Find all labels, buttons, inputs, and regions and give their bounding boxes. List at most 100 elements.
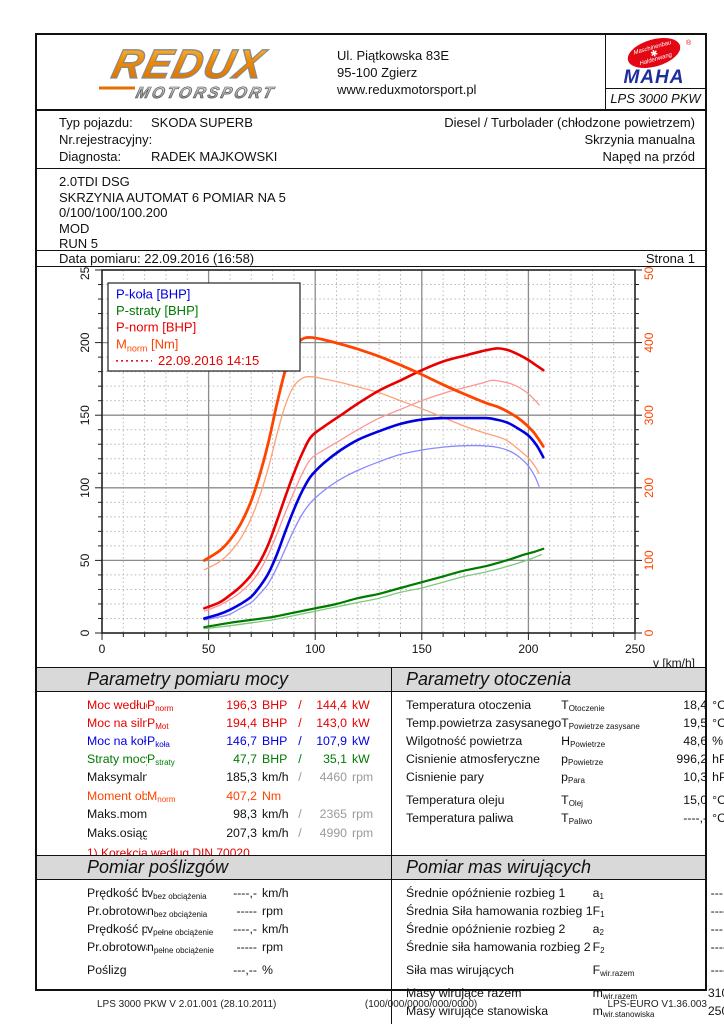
maha-logo-image: Maschinenbau Haldenwang ✱ ® MAHA — [623, 37, 692, 87]
note-line: RUN 5 — [59, 236, 99, 252]
table-row: Wilgotność powietrza HPowietrze 48,6% — [406, 734, 724, 749]
svg-text:100: 100 — [78, 477, 92, 497]
svg-text:200: 200 — [78, 332, 92, 352]
svg-text:50: 50 — [202, 642, 216, 656]
table-row: Masy wirujące stanowiska mwir.stanowiska 2… — [406, 1004, 724, 1019]
report-footer: LPS 3000 PKW V 2.01.001 (28.10.2011) (10… — [35, 999, 707, 1010]
redux-logo-image: REDUX MOTORSPORT — [99, 40, 278, 102]
note-line: MOD — [59, 220, 90, 236]
svg-text:250: 250 — [625, 642, 645, 656]
table-row: Maks.osiągnięta prędkość207,3km/h/4990rp… — [87, 826, 374, 840]
section-header-band: Parametry pomiaru mocy Parametry otoczen… — [37, 667, 705, 692]
dyno-chart: 0 50 100 150 200 250 v [km/h] 0 50 100 150 200 250 0 1… — [78, 260, 695, 670]
vehicle-row: Typ pojazdu: SKODA SUPERB Diesel / Turbo… — [59, 114, 695, 131]
table-row: Maks.moment obrotowy przy98,3km/h/2365rp… — [87, 807, 374, 821]
left-axis-labels: 0 50 100 150 200 250 — [78, 260, 92, 637]
svg-text:100: 100 — [305, 642, 325, 656]
table-row: Prędkość bez obciążeniavbez obciążenia--… — [87, 886, 289, 901]
address-line: www.reduxmotorsport.pl — [337, 82, 477, 97]
report-header: REDUX MOTORSPORT Ul. Piątkowska 83E 95-1… — [37, 35, 705, 111]
results-row-1: Moc według normy 1)Pnorm196,3BHP/144,4kW… — [37, 692, 724, 875]
dyno-model-label: LPS 3000 PKW — [606, 88, 705, 109]
software-version: LPS 3000 PKW V 2.01.001 (28.10.2011) — [97, 999, 277, 1010]
svg-text:400: 400 — [642, 332, 656, 352]
curve-ref-p-norm — [203, 379, 540, 612]
date-row: Data pomiaru: 22.09.2016 (16:58) Strona … — [37, 251, 705, 267]
address-line: 95-100 Zgierz — [337, 65, 418, 80]
registered-mark-icon: ® — [686, 39, 692, 47]
table-row: Straty mocy Pstraty 47,7 BHP/35,1 kW — [87, 752, 370, 767]
slip-section-title: Pomiar poślizgów — [87, 857, 229, 877]
environment-table: Temperatura otoczenia TOtoczenie 18,4 °C Tem… — [392, 692, 724, 855]
env-section-title: Parametry otoczenia — [406, 669, 572, 689]
table-row: Średnia Siła hamowania rozbieg 1F1-----,… — [406, 904, 724, 919]
curve-p-norm — [203, 347, 545, 610]
svg-text:500: 500 — [642, 267, 656, 280]
table-row: Średnie opóźnienie rozbieg 1a1---,---m/s… — [406, 886, 724, 901]
registration-label: Nr.rejestracyjny: — [59, 132, 153, 147]
table-row: Pr.obrotowa pełne obciążenienpełne obcią… — [87, 940, 284, 955]
x-axis-title: v [km/h] — [653, 656, 695, 667]
results-row-2: Prędkość bez obciążeniavbez obciążenia--… — [37, 880, 724, 1024]
vehicle-info: Typ pojazdu: SKODA SUPERB Diesel / Turbo… — [37, 111, 705, 169]
measurement-date: Data pomiaru: 22.09.2016 (16:58) — [59, 251, 255, 266]
svg-text:REDUX: REDUX — [108, 42, 271, 87]
table-row: Cisnienie atmosferyczne pPowietrze 996,2 hP… — [406, 752, 724, 767]
diagnostician-value: RADEK MAJKOWSKI — [151, 149, 278, 164]
curve-ref-p-straty — [203, 553, 542, 630]
drive-type-value: Napęd na przód — [602, 149, 695, 164]
table-row: Prędkość pełne obciążenievpełne obciążen… — [87, 922, 289, 937]
svg-text:150: 150 — [412, 642, 432, 656]
legend-item: P-norm [BHP] — [116, 320, 196, 335]
note-line: SKRZYNIA AUTOMAT 6 POMIAR NA 5 — [59, 189, 286, 205]
svg-text:250: 250 — [78, 267, 92, 280]
table-row: Temperatura paliwa TPaliwo ----,- °C — [406, 811, 724, 826]
maha-logo-cell: Maschinenbau Haldenwang ✱ ® MAHA LPS 300… — [605, 35, 705, 109]
address-line: Ul. Piątkowska 83E — [337, 48, 449, 63]
vehicle-type-label: Typ pojazdu: — [59, 115, 133, 130]
table-row: Temperatura oleju TOlej 15,0 °C — [406, 793, 724, 808]
svg-text:50: 50 — [78, 553, 92, 567]
curve-p-straty — [203, 547, 545, 629]
curve-p-kola — [203, 416, 545, 620]
rotating-mass-table: Średnie opóźnienie rozbieg 1a1---,---m/s… — [392, 880, 724, 1024]
page-number: Strona 1 — [645, 251, 695, 266]
legend-item: P-straty [BHP] — [116, 303, 198, 318]
registration-value — [151, 131, 584, 148]
measurement-notes: 2.0TDI DSG SKRZYNIA AUTOMAT 6 POMIAR NA 5… — [37, 169, 705, 251]
curve-ref-m-norm — [203, 376, 540, 571]
table-row: Temperatura otoczenia TOtoczenie 18,4 °C — [406, 698, 724, 713]
config-code: (100/000/0000/000/0000) — [364, 999, 478, 1010]
firmware-version: LPS-EURO V1.36.003 — [607, 999, 708, 1010]
company-address: Ul. Piątkowska 83E 95-100 Zgierz www.red… — [337, 35, 605, 109]
chart-curves — [202, 336, 545, 630]
chart-legend: P-koła [BHP]P-straty [BHP] P-norm [BHP]Mn… — [107, 282, 301, 372]
note-line: 0/100/100/100.200 — [59, 205, 168, 221]
legend-item: Mnorm [Nm] — [116, 336, 178, 353]
svg-text:300: 300 — [642, 405, 656, 425]
power-table: Moc według normy 1)Pnorm196,3BHP/144,4kW… — [37, 692, 392, 875]
diagnostician-label: Diagnosta: — [59, 149, 122, 164]
legend-item: 22.09.2016 14:15 — [158, 353, 259, 368]
vehicle-row: Nr.rejestracyjny: Skrzynia manualna — [59, 131, 695, 148]
svg-text:0: 0 — [642, 629, 656, 636]
right-axis-labels: 0 100 200 300 400 500 — [642, 260, 656, 637]
svg-text:0: 0 — [78, 629, 92, 636]
gearbox-value: Skrzynia manualna — [584, 132, 695, 147]
table-row: Temp.powietrza zasysanego TPowietrze zasy… — [406, 716, 724, 731]
table-row: Masy wirujące pojazdumwir.pojazdu60,0kg — [406, 1022, 724, 1024]
curve-m-norm — [202, 336, 545, 562]
svg-text:0: 0 — [99, 642, 106, 656]
slip-table: Prędkość bez obciążeniavbez obciążenia--… — [37, 880, 392, 1024]
legend-item: P-koła [BHP] — [116, 287, 190, 302]
svg-text:✱: ✱ — [649, 47, 659, 59]
svg-text:100: 100 — [642, 550, 656, 570]
report-frame: REDUX MOTORSPORT Ul. Piątkowska 83E 95-1… — [35, 33, 724, 1024]
x-axis-labels: 0 50 100 150 200 250 v [km/h] — [99, 642, 695, 670]
